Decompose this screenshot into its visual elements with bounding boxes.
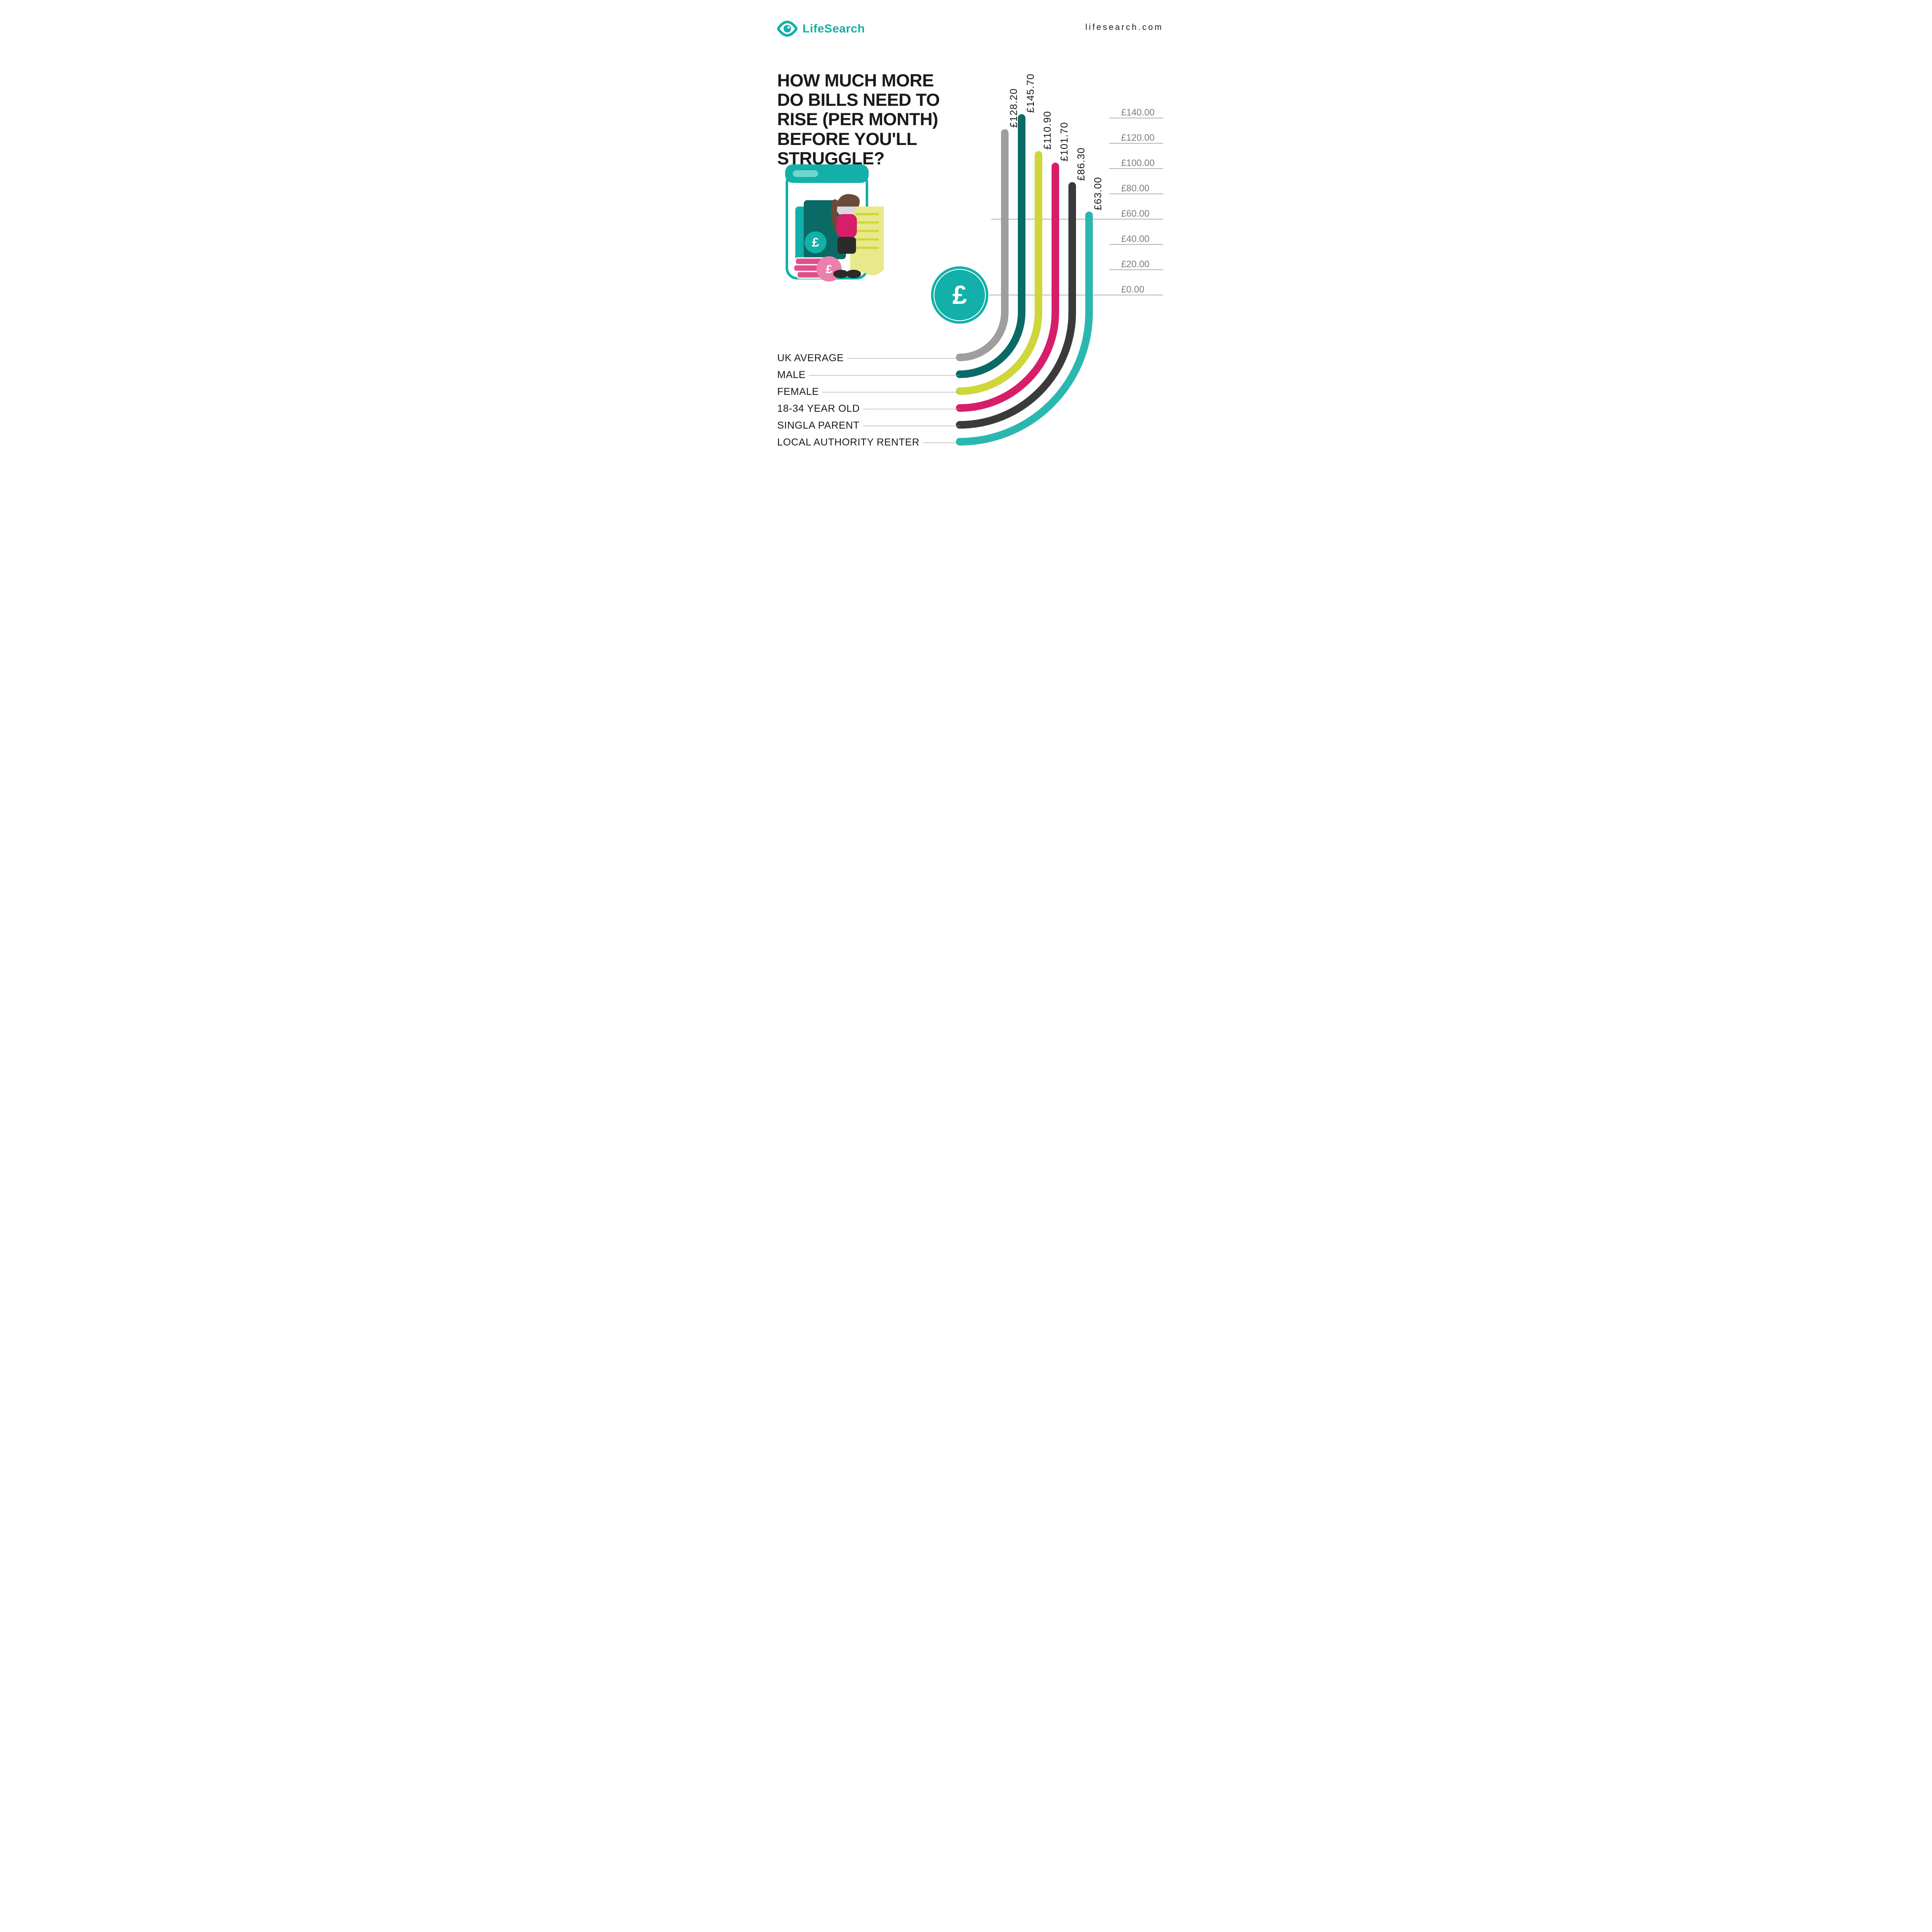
category-row: UK AVERAGE [777, 350, 960, 367]
category-row: MALE [777, 367, 960, 384]
axis-tick: £40.00 [1121, 233, 1167, 244]
category-row: SINGLA PARENT [777, 417, 960, 434]
axis-tick: £60.00 [1121, 208, 1167, 219]
value-label: £110.90 [1042, 111, 1054, 150]
series-1 [960, 118, 1022, 374]
category-label: MALE [777, 369, 805, 381]
page: LifeSearch lifesearch.com HOW MUCH MORE … [738, 0, 1194, 455]
value-label: £145.70 [1025, 73, 1037, 113]
category-rule [809, 375, 960, 376]
series-0 [960, 133, 1005, 357]
pound-badge: £ [934, 270, 985, 320]
category-rule [847, 358, 960, 359]
axis-tick: £80.00 [1121, 183, 1167, 194]
axis-tick: £20.00 [1121, 259, 1167, 270]
category-label: UK AVERAGE [777, 352, 844, 364]
value-label: £101.70 [1059, 122, 1071, 161]
axis-tick: £140.00 [1121, 107, 1167, 118]
category-label: LOCAL AUTHORITY RENTER [777, 437, 920, 448]
category-row: 18-34 YEAR OLD [777, 400, 960, 417]
value-label: £63.00 [1092, 177, 1104, 210]
value-label: £128.20 [1008, 89, 1020, 128]
category-row: FEMALE [777, 384, 960, 400]
axis-tick: £100.00 [1121, 158, 1167, 169]
axis-tick: £0.00 [1121, 284, 1167, 295]
axis-tick: £120.00 [1121, 132, 1167, 143]
category-row: LOCAL AUTHORITY RENTER [777, 434, 960, 451]
category-label: FEMALE [777, 386, 819, 398]
category-labels: UK AVERAGE MALE FEMALE 18-34 YEAR OLD SINGLA… [777, 350, 960, 451]
category-label: SINGLA PARENT [777, 420, 859, 432]
value-label: £86.30 [1076, 148, 1087, 181]
category-label: 18-34 YEAR OLD [777, 403, 860, 415]
